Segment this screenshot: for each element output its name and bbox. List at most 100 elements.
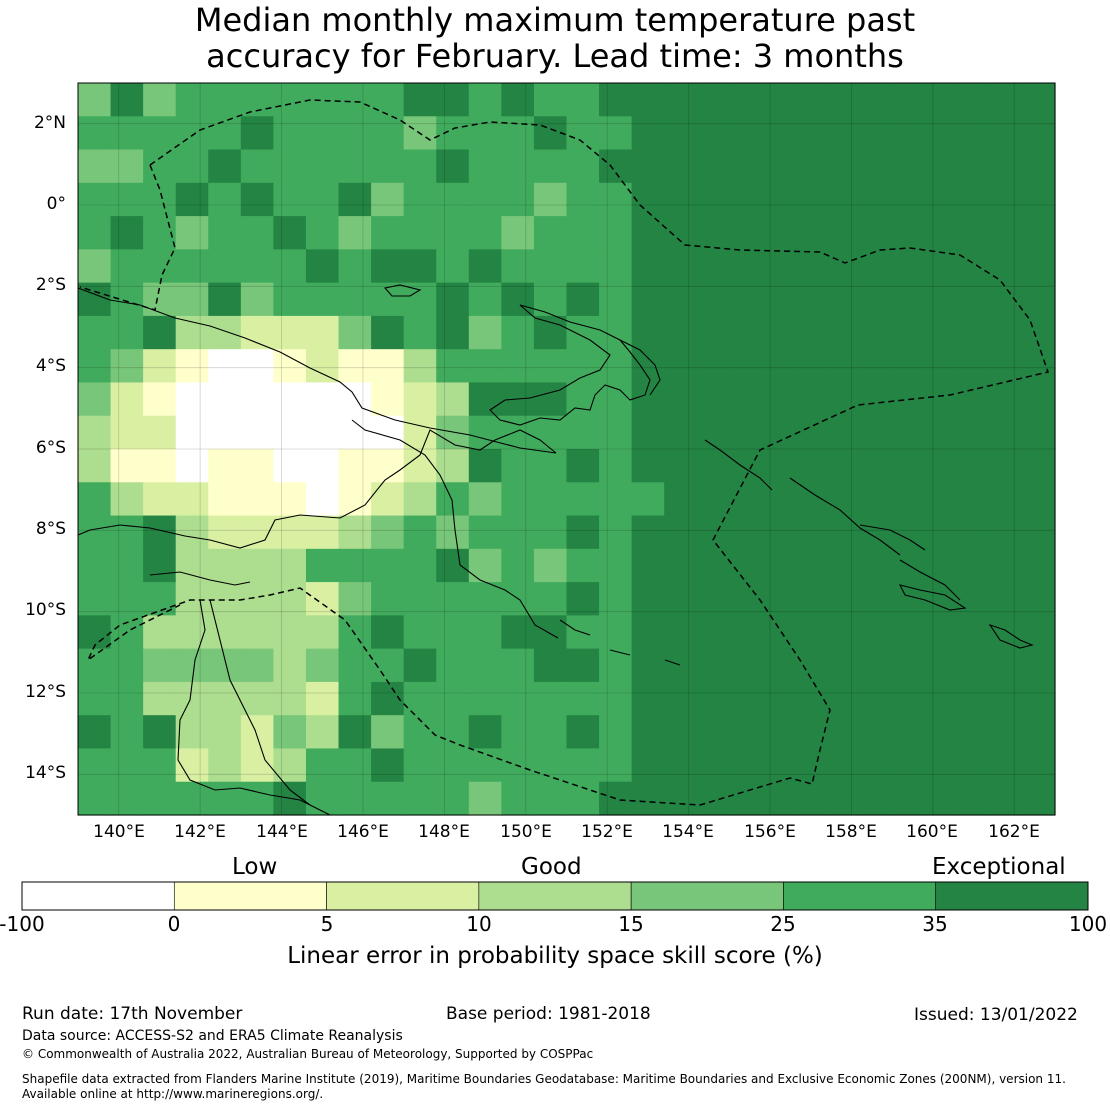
skill-cell (208, 249, 242, 284)
lon-label: 140°E (93, 822, 145, 842)
skill-cell (273, 449, 307, 483)
skill-cell (794, 315, 828, 350)
makira (988, 623, 1034, 649)
skill-cell (794, 681, 828, 716)
skill-cell (143, 681, 177, 716)
skill-cell (240, 382, 274, 417)
skill-cell (371, 315, 405, 350)
skill-cell (436, 681, 470, 716)
skill-cell (566, 548, 600, 583)
skill-cell (827, 648, 861, 683)
skill-cell (208, 315, 242, 350)
skill-cell (240, 681, 274, 716)
skill-cell (957, 415, 991, 450)
skill-cell (78, 615, 112, 650)
skill-cell (631, 216, 665, 250)
skill-cell (78, 415, 112, 450)
skill-cell (403, 681, 437, 716)
skill-cell (273, 582, 307, 616)
skill-cell (859, 449, 893, 483)
colorbar-segment (173, 881, 327, 911)
skill-cell (696, 615, 730, 650)
skill-cell (1022, 748, 1056, 783)
skill-cell (957, 149, 991, 184)
skill-cell (566, 349, 600, 384)
skill-cell (696, 681, 730, 716)
skill-cell (989, 515, 1024, 550)
skill-cell (664, 482, 698, 517)
skill-cell (175, 216, 209, 250)
skill-cell (696, 449, 730, 483)
skill-cell (794, 149, 828, 184)
skill-cell (599, 83, 633, 117)
skill-cell (436, 116, 470, 151)
skill-cell (533, 648, 568, 683)
skill-cell (566, 781, 600, 816)
skill-cell (533, 548, 568, 583)
skill-cell (631, 715, 665, 750)
skill-cell (240, 615, 274, 650)
skill-cell (468, 681, 502, 716)
skill-cell (729, 182, 763, 217)
skill-cell (403, 748, 437, 783)
skill-cell (957, 349, 991, 384)
skill-cell (175, 83, 209, 117)
skill-cell (761, 648, 796, 683)
skill-cell (533, 216, 568, 250)
skill-cell (208, 615, 242, 650)
skill-cell (729, 282, 763, 317)
skill-cell (468, 482, 502, 517)
skill-cell (78, 315, 112, 350)
skill-cell (664, 415, 698, 450)
skill-cell (110, 382, 144, 417)
eez-png-main (86, 99, 1049, 806)
skill-cell (305, 415, 340, 450)
skill-cell (729, 515, 763, 550)
skill-cell (403, 149, 437, 184)
skill-cell (599, 216, 633, 250)
skill-cell (273, 182, 307, 217)
lon-label: 150°E (500, 822, 552, 842)
skill-cell (403, 482, 437, 517)
skill-cell (729, 249, 763, 284)
skill-cell (989, 315, 1024, 350)
skill-cell (143, 548, 177, 583)
skill-cell (371, 282, 405, 317)
skill-cell (273, 216, 307, 250)
skill-cell (859, 182, 893, 217)
skill-cell (859, 382, 893, 417)
skill-cell (273, 548, 307, 583)
skill-cell (827, 83, 861, 117)
skill-cell (989, 116, 1024, 151)
skill-cell (143, 116, 177, 151)
skill-cell (436, 182, 470, 217)
skill-cell (1022, 648, 1056, 683)
skill-cell (273, 648, 307, 683)
new-guinea-south-coast (351, 419, 559, 639)
skill-cell (957, 548, 991, 583)
skill-cell (240, 781, 274, 816)
skill-cell (208, 83, 242, 117)
skill-cell (305, 282, 340, 317)
skill-cell (631, 582, 665, 616)
skill-cell (371, 482, 405, 517)
skill-cell (859, 515, 893, 550)
skill-cell (664, 548, 698, 583)
skill-cell (859, 349, 893, 384)
skill-cell (599, 515, 633, 550)
skill-cell (273, 382, 307, 417)
skill-cell (1022, 781, 1056, 816)
skill-cell (468, 648, 502, 683)
skill-cell (175, 548, 209, 583)
skill-cell (110, 415, 144, 450)
skill-cell (794, 449, 828, 483)
skill-cell (729, 582, 763, 616)
skill-cell (338, 349, 372, 384)
skill-cell (599, 315, 633, 350)
skill-cell (240, 182, 274, 217)
skill-cell (338, 382, 372, 417)
colorbar (21, 881, 1089, 911)
skill-cell (827, 349, 861, 384)
skill-cell (631, 116, 665, 151)
